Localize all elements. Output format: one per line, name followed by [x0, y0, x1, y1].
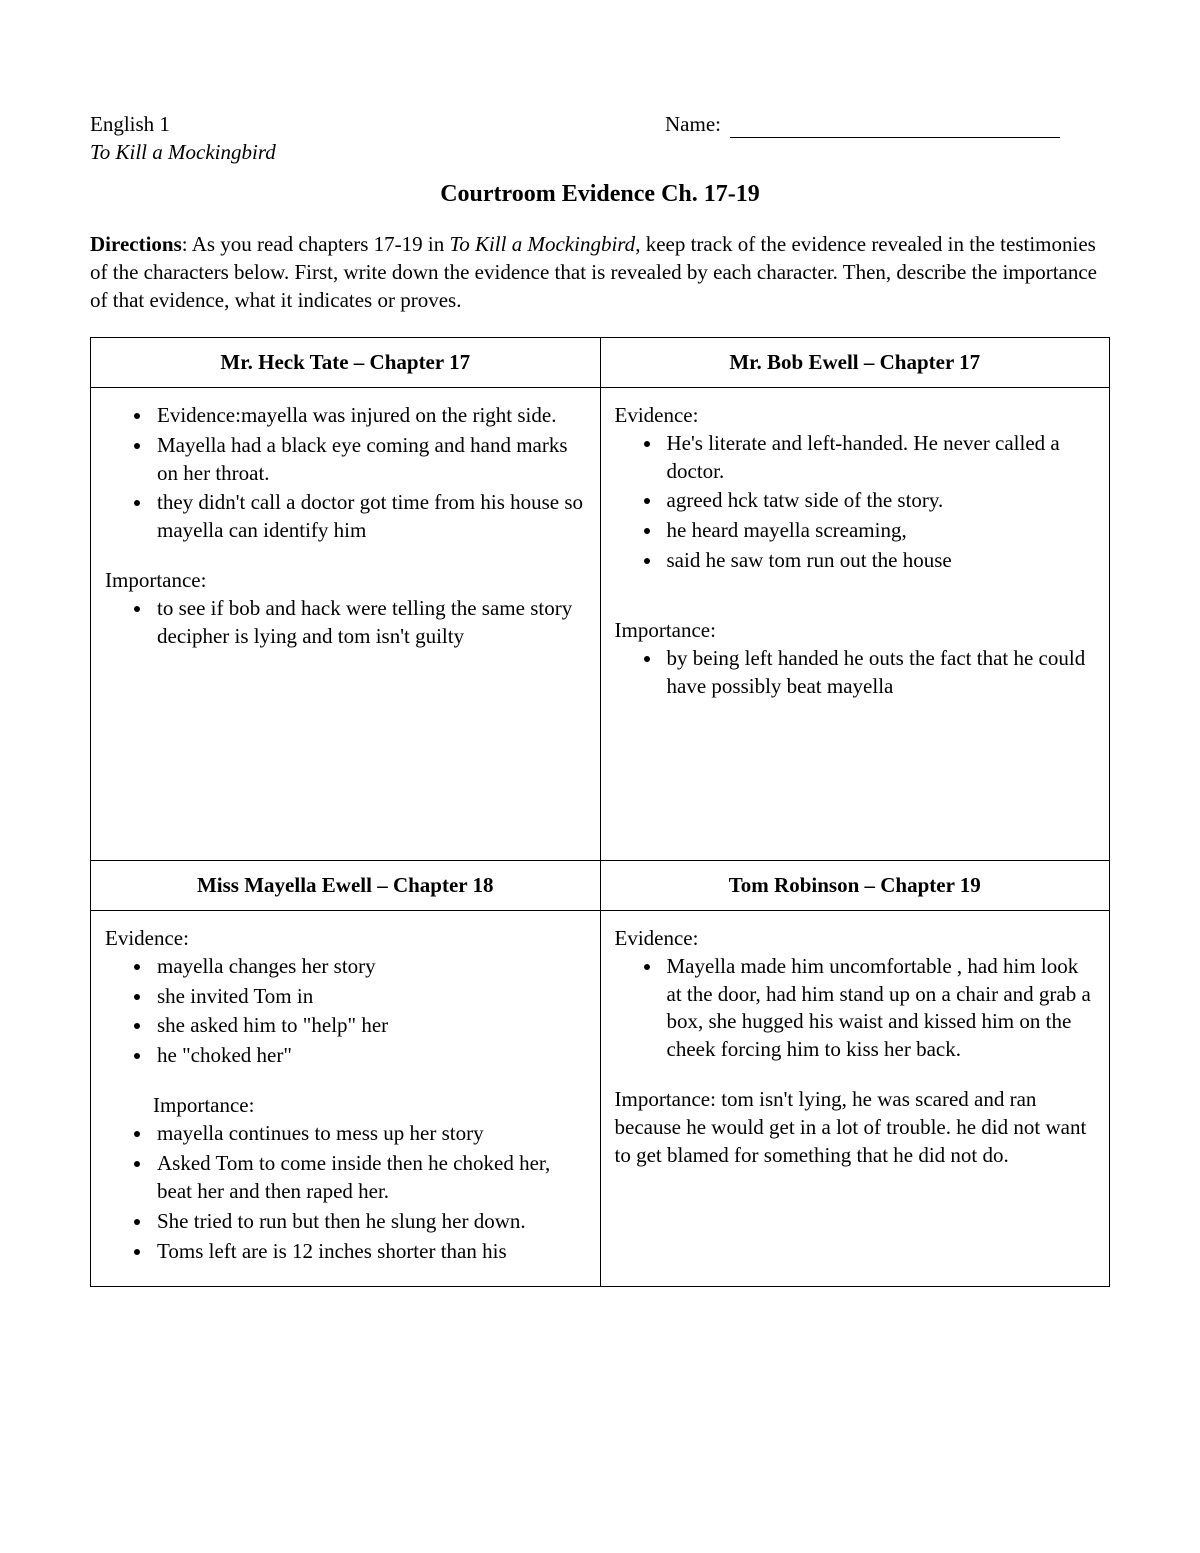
- header-right: Name:: [535, 110, 1110, 167]
- importance-text: Importance: tom isn't lying, he was scar…: [615, 1086, 1096, 1170]
- list-item: Mayella made him uncomfortable , had him…: [663, 953, 1096, 1065]
- header-heck-tate: Mr. Heck Tate – Chapter 17: [91, 337, 601, 387]
- directions: Directions: As you read chapters 17-19 i…: [90, 230, 1110, 315]
- list-item: he heard mayella screaming,: [663, 517, 1096, 545]
- course-label: English 1: [90, 110, 535, 138]
- table-row: Evidence:mayella was injured on the righ…: [91, 387, 1110, 860]
- header-row: English 1 To Kill a Mockingbird Name:: [90, 110, 1110, 167]
- table-row: Evidence: mayella changes her story she …: [91, 910, 1110, 1286]
- worksheet-page: English 1 To Kill a Mockingbird Name: Co…: [0, 0, 1200, 1553]
- list-item: she asked him to "help" her: [153, 1012, 586, 1040]
- name-blank-line[interactable]: [730, 137, 1060, 138]
- cell-mayella-ewell: Evidence: mayella changes her story she …: [91, 910, 601, 1286]
- cell-tom-robinson: Evidence: Mayella made him uncomfortable…: [600, 910, 1110, 1286]
- list-item: they didn't call a doctor got time from …: [153, 489, 586, 545]
- directions-label: Directions: [90, 232, 182, 256]
- importance-list: to see if bob and hack were telling the …: [105, 595, 586, 651]
- evidence-table: Mr. Heck Tate – Chapter 17 Mr. Bob Ewell…: [90, 337, 1110, 1287]
- list-item: agreed hck tatw side of the story.: [663, 487, 1096, 515]
- table-header-row-1: Mr. Heck Tate – Chapter 17 Mr. Bob Ewell…: [91, 337, 1110, 387]
- importance-label: Importance:: [105, 567, 586, 595]
- page-title: Courtroom Evidence Ch. 17-19: [90, 181, 1110, 208]
- list-item: Toms left are is 12 inches shorter than …: [153, 1238, 586, 1266]
- directions-book-ref: To Kill a Mockingbird: [449, 232, 635, 256]
- list-item: by being left handed he outs the fact th…: [663, 645, 1096, 701]
- evidence-label: Evidence:: [615, 925, 1096, 953]
- list-item: mayella continues to mess up her story: [153, 1120, 586, 1148]
- list-item: Mayella had a black eye coming and hand …: [153, 432, 586, 488]
- importance-list: by being left handed he outs the fact th…: [615, 645, 1096, 701]
- list-item: said he saw tom run out the house: [663, 547, 1096, 575]
- evidence-list: Mayella made him uncomfortable , had him…: [615, 953, 1096, 1065]
- table-header-row-2: Miss Mayella Ewell – Chapter 18 Tom Robi…: [91, 860, 1110, 910]
- book-title: To Kill a Mockingbird: [90, 138, 535, 166]
- list-item: mayella changes her story: [153, 953, 586, 981]
- list-item: She tried to run but then he slung her d…: [153, 1208, 586, 1236]
- list-item: she invited Tom in: [153, 983, 586, 1011]
- cell-bob-ewell: Evidence: He's literate and left-handed.…: [600, 387, 1110, 860]
- header-left: English 1 To Kill a Mockingbird: [90, 110, 535, 167]
- importance-list: mayella continues to mess up her story A…: [105, 1120, 586, 1266]
- name-label: Name:: [665, 112, 721, 136]
- list-item: Asked Tom to come inside then he choked …: [153, 1150, 586, 1206]
- evidence-label: Evidence:: [105, 925, 586, 953]
- evidence-list: He's literate and left-handed. He never …: [615, 430, 1096, 576]
- cell-heck-tate: Evidence:mayella was injured on the righ…: [91, 387, 601, 860]
- importance-label: Importance:: [615, 617, 1096, 645]
- header-mayella-ewell: Miss Mayella Ewell – Chapter 18: [91, 860, 601, 910]
- importance-label: Importance:: [105, 1092, 586, 1120]
- evidence-list: Evidence:mayella was injured on the righ…: [105, 402, 586, 546]
- evidence-list: mayella changes her story she invited To…: [105, 953, 586, 1071]
- list-item: to see if bob and hack were telling the …: [153, 595, 586, 651]
- header-tom-robinson: Tom Robinson – Chapter 19: [600, 860, 1110, 910]
- directions-text-pre: : As you read chapters 17-19 in: [182, 232, 450, 256]
- list-item: He's literate and left-handed. He never …: [663, 430, 1096, 486]
- header-bob-ewell: Mr. Bob Ewell – Chapter 17: [600, 337, 1110, 387]
- list-item: he "choked her": [153, 1042, 586, 1070]
- list-item: Evidence:mayella was injured on the righ…: [153, 402, 586, 430]
- evidence-label: Evidence:: [615, 402, 1096, 430]
